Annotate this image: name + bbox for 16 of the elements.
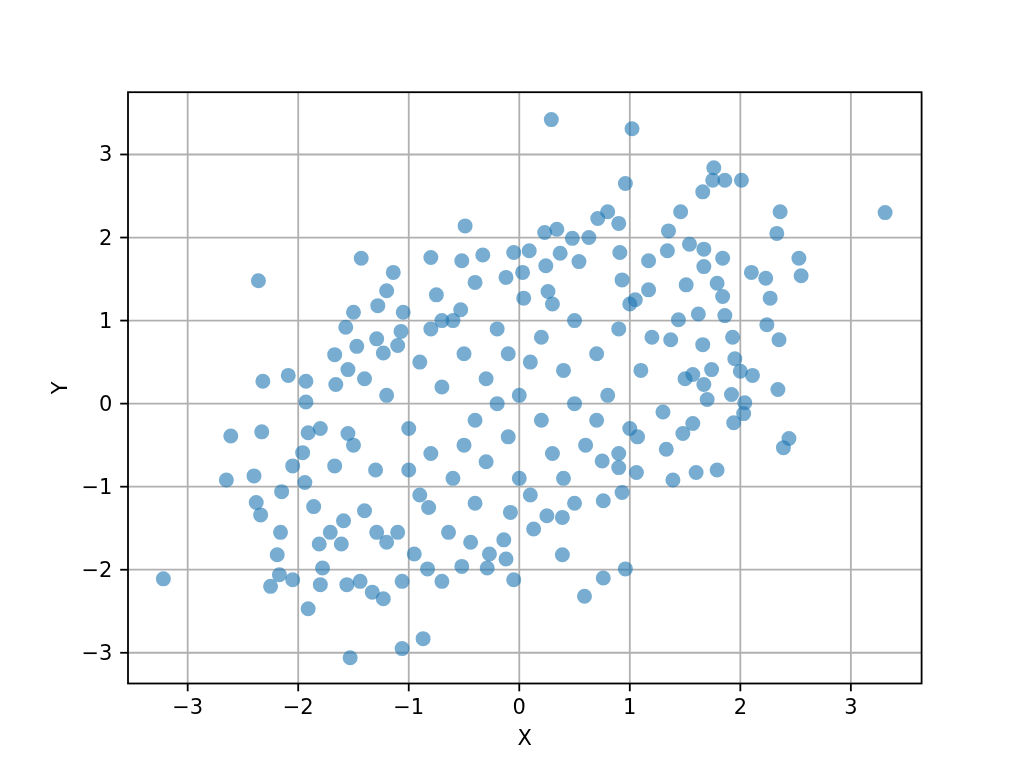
y-tick-label: −3 xyxy=(81,640,113,665)
y-axis-title: Y xyxy=(48,381,72,396)
y-tick-label: 1 xyxy=(99,308,113,333)
y-tick-label: −2 xyxy=(81,557,113,582)
x-tick-label: −3 xyxy=(172,695,204,720)
x-tick-label: 0 xyxy=(512,695,526,720)
y-tick-label: −1 xyxy=(81,474,113,499)
x-tick-label: −2 xyxy=(282,695,314,720)
y-tick-label: 3 xyxy=(99,142,113,167)
x-tick-label: −1 xyxy=(393,695,425,720)
x-tick-label: 3 xyxy=(844,695,858,720)
y-tick-label: 2 xyxy=(99,225,113,250)
y-tick-label: 0 xyxy=(99,391,113,416)
x-tick-label: 1 xyxy=(623,695,637,720)
x-tick-label: 2 xyxy=(733,695,748,720)
x-axis-title: X xyxy=(517,726,532,751)
